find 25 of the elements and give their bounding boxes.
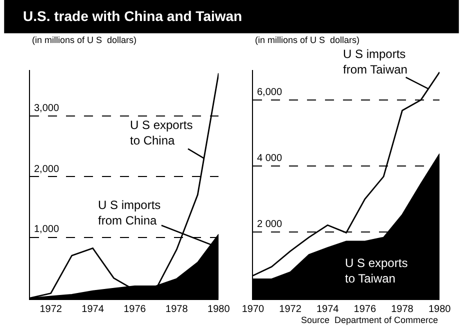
- x-tick-label: 1980: [208, 304, 230, 315]
- x-tick-label: 1972: [40, 304, 62, 315]
- x-tick-label: 1978: [166, 304, 188, 315]
- y-axis-title: (in millions of U S dollars): [255, 35, 360, 45]
- x-tick-label: 1974: [82, 304, 104, 315]
- x-tick-label: 1976: [124, 304, 146, 315]
- source-note: Source Department of Commerce: [301, 315, 438, 325]
- x-tick-label: 1978: [391, 304, 414, 315]
- y-axis-title: (in millions of U S dollars): [32, 35, 137, 45]
- y-tick-label: 2 000: [257, 219, 282, 230]
- x-tick-label: 1974: [316, 304, 340, 315]
- text: U S imports from Taiwan: [343, 47, 408, 77]
- series-label: U S exports to China: [130, 118, 193, 148]
- x-tick-label: 1970: [242, 304, 265, 315]
- y-tick-label: 2,000: [34, 164, 60, 175]
- x-tick-label: 1980: [428, 304, 452, 315]
- y-tick-label: 1,000: [34, 224, 60, 235]
- y-tick-label: 4 000: [257, 153, 282, 164]
- y-tick-label: 6,000: [257, 87, 282, 98]
- text: U S imports from China: [98, 198, 161, 228]
- x-tick-label: 1972: [279, 304, 302, 315]
- series-label: U S exports to Taiwan: [345, 256, 408, 286]
- x-tick-label: 1976: [354, 304, 376, 315]
- chart-title: U.S. trade with China and Taiwan: [23, 8, 242, 24]
- y-tick-label: 3,000: [34, 103, 60, 114]
